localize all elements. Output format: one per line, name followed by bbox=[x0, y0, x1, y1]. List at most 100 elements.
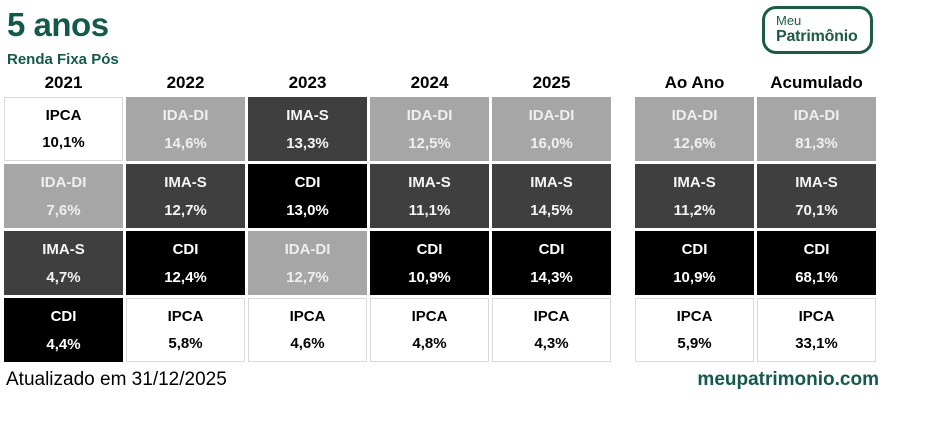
index-name: IPCA bbox=[167, 308, 204, 325]
return-cell: CDI 14,3% bbox=[492, 231, 611, 295]
index-return: 12,5% bbox=[408, 134, 451, 152]
index-name: CDI bbox=[681, 240, 708, 258]
index-return: 14,3% bbox=[530, 268, 573, 286]
return-cell: IMA-S 11,2% bbox=[635, 164, 754, 228]
return-cell: IDA-DI 14,6% bbox=[126, 97, 245, 161]
index-return: 4,7% bbox=[46, 268, 81, 286]
column-ao-ano: Ao Ano IDA-DI 12,6% IMA-S 11,2% CDI 10,9… bbox=[635, 71, 754, 362]
return-cell: IMA-S 11,1% bbox=[370, 164, 489, 228]
return-cell: IMA-S 70,1% bbox=[757, 164, 876, 228]
index-name: IMA-S bbox=[673, 173, 716, 191]
index-return: 5,9% bbox=[677, 335, 712, 352]
website-link[interactable]: meupatrimonio.com bbox=[697, 369, 879, 390]
index-name: IDA-DI bbox=[162, 106, 209, 124]
return-cell: CDI 4,4% bbox=[4, 298, 123, 362]
column-acumulado: Acumulado IDA-DI 81,3% IMA-S 70,1% CDI 6… bbox=[757, 71, 876, 362]
index-name: IPCA bbox=[798, 308, 835, 325]
return-cell: IPCA 4,6% bbox=[248, 298, 367, 362]
index-return: 68,1% bbox=[795, 268, 838, 286]
index-return: 14,5% bbox=[530, 201, 573, 219]
index-return: 7,6% bbox=[46, 201, 81, 219]
index-return: 12,4% bbox=[164, 268, 207, 286]
column-gap bbox=[614, 71, 632, 362]
column-header-2021: 2021 bbox=[44, 73, 83, 92]
return-cell: IPCA 5,9% bbox=[635, 298, 754, 362]
index-return: 33,1% bbox=[795, 335, 838, 352]
return-cell: IDA-DI 7,6% bbox=[4, 164, 123, 228]
column-2023: 2023 IMA-S 13,3% CDI 13,0% IDA-DI 12,7% … bbox=[248, 71, 367, 362]
index-return: 11,2% bbox=[673, 201, 716, 219]
index-name: CDI bbox=[416, 240, 443, 258]
return-cell: CDI 13,0% bbox=[248, 164, 367, 228]
return-cell: IDA-DI 12,7% bbox=[248, 231, 367, 295]
index-name: IDA-DI bbox=[793, 106, 840, 124]
return-cell: IDA-DI 12,6% bbox=[635, 97, 754, 161]
column-2025: 2025 IDA-DI 16,0% IMA-S 14,5% CDI 14,3% … bbox=[492, 71, 611, 362]
index-return: 4,6% bbox=[290, 335, 325, 352]
meu-patrimonio-logo: Meu Patrimônio bbox=[762, 6, 873, 54]
return-cell: IMA-S 13,3% bbox=[248, 97, 367, 161]
return-cell: IPCA 4,3% bbox=[492, 298, 611, 362]
return-cell: CDI 12,4% bbox=[126, 231, 245, 295]
return-cell: IPCA 33,1% bbox=[757, 298, 876, 362]
index-return: 10,9% bbox=[673, 268, 716, 286]
return-cell: IDA-DI 81,3% bbox=[757, 97, 876, 161]
index-return: 10,1% bbox=[42, 134, 85, 151]
logo-text-meu: Meu bbox=[776, 12, 802, 28]
index-name: IPCA bbox=[676, 308, 713, 325]
column-header-ao-ano: Ao Ano bbox=[664, 73, 725, 92]
return-cell: IPCA 10,1% bbox=[4, 97, 123, 161]
page-subtitle: Renda Fixa Pós bbox=[7, 51, 119, 68]
index-name: IPCA bbox=[45, 107, 82, 124]
index-name: IDA-DI bbox=[40, 173, 87, 191]
index-return: 5,8% bbox=[168, 335, 203, 352]
column-2022: 2022 IDA-DI 14,6% IMA-S 12,7% CDI 12,4% … bbox=[126, 71, 245, 362]
index-name: CDI bbox=[538, 240, 565, 258]
index-return: 12,7% bbox=[164, 201, 207, 219]
index-return: 4,4% bbox=[46, 335, 81, 353]
return-cell: IMA-S 4,7% bbox=[4, 231, 123, 295]
index-return: 13,3% bbox=[286, 134, 329, 152]
updated-date-text: Atualizado em 31/12/2025 bbox=[6, 369, 227, 390]
index-name: IMA-S bbox=[795, 173, 838, 191]
return-cell: CDI 10,9% bbox=[635, 231, 754, 295]
logo-text-patrimonio: Patrimônio bbox=[776, 28, 858, 46]
index-name: IPCA bbox=[411, 308, 448, 325]
return-cell: IDA-DI 12,5% bbox=[370, 97, 489, 161]
index-name: CDI bbox=[294, 173, 321, 191]
column-header-2024: 2024 bbox=[410, 73, 449, 92]
column-2021: 2021 IPCA 10,1% IDA-DI 7,6% IMA-S 4,7% C… bbox=[4, 71, 123, 362]
index-name: CDI bbox=[172, 240, 199, 258]
return-cell: IPCA 4,8% bbox=[370, 298, 489, 362]
column-header-2022: 2022 bbox=[166, 73, 205, 92]
index-name: IMA-S bbox=[286, 106, 329, 124]
index-name: IDA-DI bbox=[528, 106, 575, 124]
index-name: IMA-S bbox=[530, 173, 573, 191]
index-return: 70,1% bbox=[795, 201, 838, 219]
index-return: 10,9% bbox=[408, 268, 451, 286]
index-name: IPCA bbox=[533, 308, 570, 325]
return-cell: IDA-DI 16,0% bbox=[492, 97, 611, 161]
return-cell: IPCA 5,8% bbox=[126, 298, 245, 362]
index-return: 12,6% bbox=[673, 134, 716, 152]
index-name: CDI bbox=[803, 240, 830, 258]
index-return: 81,3% bbox=[795, 134, 838, 152]
index-name: IMA-S bbox=[164, 173, 207, 191]
index-name: IDA-DI bbox=[671, 106, 718, 124]
index-name: IDA-DI bbox=[406, 106, 453, 124]
column-header-2023: 2023 bbox=[288, 73, 327, 92]
index-name: IPCA bbox=[289, 308, 326, 325]
index-return: 16,0% bbox=[530, 134, 573, 152]
index-return: 4,3% bbox=[534, 335, 569, 352]
index-name: IMA-S bbox=[42, 240, 85, 258]
returns-table: 2021 IPCA 10,1% IDA-DI 7,6% IMA-S 4,7% C… bbox=[4, 71, 876, 362]
return-cell: CDI 10,9% bbox=[370, 231, 489, 295]
return-cell: IMA-S 12,7% bbox=[126, 164, 245, 228]
index-name: IDA-DI bbox=[284, 240, 331, 258]
column-2024: 2024 IDA-DI 12,5% IMA-S 11,1% CDI 10,9% … bbox=[370, 71, 489, 362]
return-cell: IMA-S 14,5% bbox=[492, 164, 611, 228]
return-cell: CDI 68,1% bbox=[757, 231, 876, 295]
column-header-acumulado: Acumulado bbox=[770, 73, 863, 92]
index-return: 14,6% bbox=[164, 134, 207, 152]
index-return: 11,1% bbox=[408, 201, 451, 219]
